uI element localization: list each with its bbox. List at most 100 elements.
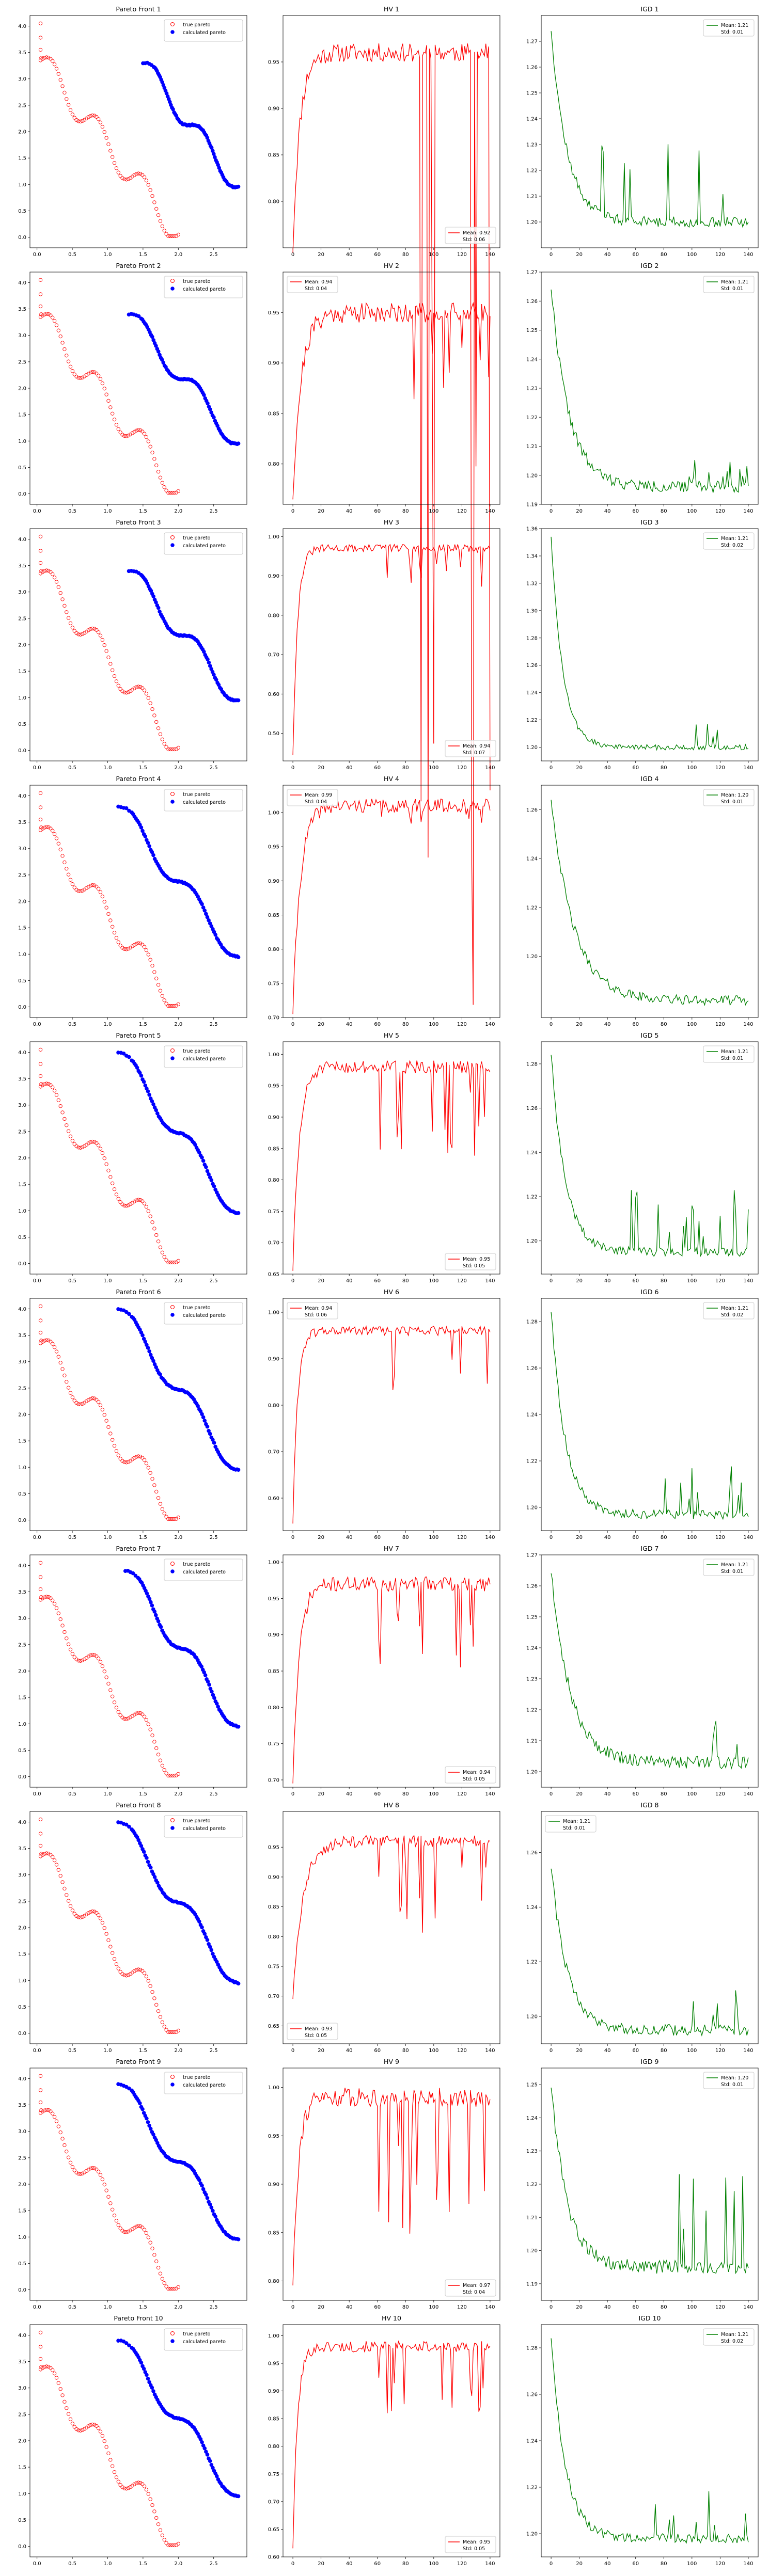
true-pareto-point bbox=[100, 1920, 105, 1925]
calculated-pareto-point bbox=[148, 1353, 153, 1357]
y-tick-label: 0.5 bbox=[18, 2005, 26, 2010]
true-pareto-point bbox=[65, 610, 69, 614]
true-pareto-point bbox=[158, 2271, 163, 2276]
calculated-pareto-point bbox=[212, 415, 216, 420]
x-tick-label: 20 bbox=[576, 1278, 583, 1284]
x-tick-label: 1.0 bbox=[104, 1535, 112, 1540]
true-pareto-point bbox=[52, 319, 57, 323]
y-tick-label: 2.5 bbox=[18, 1642, 26, 1648]
y-tick-label: 1.21 bbox=[526, 194, 538, 200]
y-tick-label: 0.70 bbox=[268, 1450, 279, 1455]
calculated-pareto-point bbox=[142, 2366, 146, 2371]
calculated-pareto-point bbox=[154, 2138, 158, 2142]
true-pareto-point bbox=[84, 1142, 89, 1147]
calculated-pareto-point bbox=[127, 1824, 131, 1829]
true-pareto-point bbox=[128, 689, 133, 693]
true-pareto-point bbox=[46, 1338, 51, 1343]
y-tick-label: 0.90 bbox=[268, 106, 279, 112]
calculated-pareto-point bbox=[158, 1372, 162, 1377]
y-tick-label: 1.22 bbox=[526, 1960, 538, 1965]
true-pareto-point bbox=[82, 1914, 87, 1918]
x-tick-label: 0.5 bbox=[68, 1535, 76, 1540]
true-pareto-point bbox=[44, 2108, 49, 2112]
true-pareto-point bbox=[68, 1391, 73, 1395]
legend-mean: Mean: 0.92 bbox=[463, 230, 490, 236]
legend-std: Std: 0.04 bbox=[305, 799, 327, 805]
legend-box bbox=[287, 276, 338, 293]
y-tick-label: 1.21 bbox=[526, 444, 538, 450]
y-tick-label: 0.5 bbox=[18, 465, 26, 471]
true-pareto-point bbox=[62, 90, 67, 95]
true-pareto-point bbox=[122, 2230, 127, 2234]
y-tick-label: 0.90 bbox=[268, 574, 279, 579]
true-pareto-point bbox=[56, 1355, 60, 1359]
calculated-pareto-point bbox=[124, 2341, 129, 2345]
x-tick-label: 140 bbox=[743, 765, 753, 771]
true-pareto-point bbox=[168, 490, 172, 495]
x-tick-label: 0 bbox=[550, 252, 553, 258]
true-pareto-point bbox=[70, 882, 75, 886]
x-tick-label: 20 bbox=[318, 1022, 324, 1027]
calculated-pareto-point bbox=[202, 1419, 207, 1423]
y-tick-label: 3.0 bbox=[18, 1872, 26, 1878]
y-tick-label: 0.0 bbox=[18, 1774, 26, 1780]
legend-box bbox=[445, 740, 496, 757]
x-tick-label: 2.0 bbox=[174, 252, 182, 258]
true-pareto-point bbox=[156, 213, 161, 217]
x-tick-label: 80 bbox=[402, 252, 409, 258]
true-pareto-point bbox=[38, 2074, 43, 2078]
true-pareto-point bbox=[95, 1141, 99, 1146]
y-tick-label: 1.26 bbox=[526, 2392, 538, 2398]
legend-mean: Mean: 1.21 bbox=[721, 536, 748, 542]
legend-box bbox=[287, 789, 338, 806]
legend-box bbox=[164, 1559, 243, 1581]
true-pareto-point bbox=[160, 994, 165, 998]
true-pareto-point bbox=[56, 2381, 60, 2385]
calculated-pareto-point bbox=[211, 1693, 215, 1697]
x-tick-label: 60 bbox=[632, 1791, 639, 1797]
true-pareto-point bbox=[76, 889, 81, 893]
true-pareto-point bbox=[132, 1199, 136, 1203]
y-tick-label: 1.26 bbox=[526, 1850, 538, 1856]
calculated-pareto-point bbox=[135, 1066, 139, 1070]
legend-std: Std: 0.02 bbox=[721, 2339, 743, 2344]
calculated-pareto-point bbox=[139, 1843, 144, 1848]
true-pareto-point bbox=[148, 1471, 152, 1475]
calculated-pareto-point bbox=[131, 1571, 135, 1576]
x-tick-label: 140 bbox=[485, 508, 495, 514]
true-pareto-point bbox=[54, 1606, 59, 1610]
true-pareto-point bbox=[42, 569, 46, 573]
panel-title: HV 4 bbox=[384, 775, 399, 783]
true-pareto-point bbox=[49, 2366, 53, 2370]
true-pareto-point bbox=[152, 1996, 156, 2000]
true-pareto-point bbox=[44, 312, 49, 316]
y-tick-label: 3.0 bbox=[18, 590, 26, 595]
true-pareto-point bbox=[79, 1146, 83, 1150]
calculated-pareto-point bbox=[155, 1111, 160, 1116]
y-tick-label: 1.25 bbox=[526, 91, 538, 97]
true-pareto-point bbox=[160, 1507, 165, 1511]
true-pareto-point bbox=[65, 1636, 69, 1641]
y-tick-label: 1.0 bbox=[18, 2491, 26, 2497]
true-pareto-point bbox=[39, 1082, 43, 1086]
y-tick-label: 1.5 bbox=[18, 669, 26, 675]
y-tick-label: 3.0 bbox=[18, 2386, 26, 2391]
true-pareto-point bbox=[38, 1575, 43, 1579]
legend-box bbox=[164, 1815, 243, 1838]
true-pareto-point bbox=[130, 2484, 135, 2488]
x-tick-label: 100 bbox=[429, 2304, 438, 2310]
true-pareto-point bbox=[136, 2480, 140, 2485]
true-pareto-point bbox=[62, 347, 67, 352]
legend-mean: Mean: 1.21 bbox=[721, 2332, 748, 2338]
calculated-pareto-point bbox=[147, 1092, 151, 1097]
true-pareto-point bbox=[56, 841, 60, 846]
x-tick-label: 0 bbox=[291, 508, 294, 514]
true-pareto-point bbox=[146, 183, 150, 187]
true-pareto-point bbox=[154, 2516, 159, 2520]
true-pareto-point bbox=[79, 1659, 83, 1663]
calculated-pareto-point bbox=[135, 1835, 139, 1839]
panel-title: IGD 6 bbox=[641, 1288, 659, 1296]
true-pareto-point bbox=[60, 1624, 65, 1628]
true-pareto-point bbox=[88, 2423, 92, 2427]
